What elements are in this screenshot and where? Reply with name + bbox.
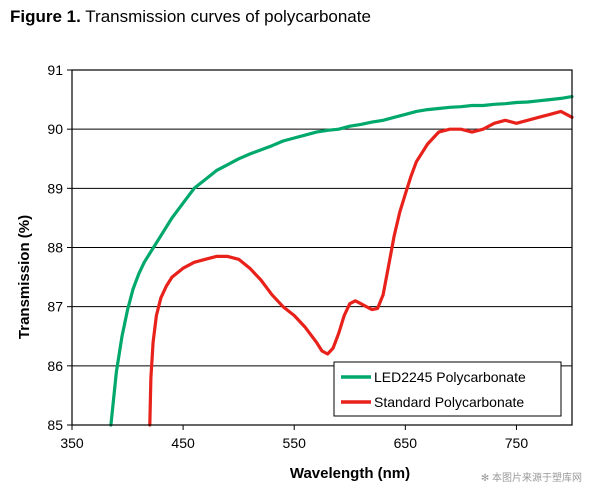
series-lines bbox=[109, 94, 574, 427]
legend-box bbox=[333, 361, 562, 417]
figure-label: Figure 1. bbox=[10, 7, 81, 26]
x-tick-label-450: 450 bbox=[171, 435, 195, 451]
x-tick-label-350: 350 bbox=[60, 435, 84, 451]
watermark-text: ✻ 本图片来源于塑库网 bbox=[480, 473, 582, 484]
y-tick-labels: 85 86 87 88 89 90 91 bbox=[47, 62, 72, 433]
legend-label-1: Standard Polycarbonate bbox=[374, 394, 524, 410]
y-tick-label-87: 87 bbox=[47, 299, 63, 315]
x-tick-label-650: 650 bbox=[394, 435, 418, 451]
x-tick-labels: 350 450 550 650 750 bbox=[60, 425, 528, 451]
y-tick-label-90: 90 bbox=[47, 121, 63, 137]
y-axis-label: Transmission (%) bbox=[16, 215, 33, 339]
y-tick-label-89: 89 bbox=[47, 180, 63, 196]
series-line-led2245 bbox=[109, 94, 574, 427]
figure-title-text: Transmission curves of polycarbonate bbox=[85, 7, 371, 26]
x-tick-label-750: 750 bbox=[505, 435, 529, 451]
y-tick-label-86: 86 bbox=[47, 358, 63, 374]
x-tick-label-550: 550 bbox=[283, 435, 307, 451]
x-axis-label: Wavelength (nm) bbox=[290, 465, 410, 482]
legend-label-0: LED2245 Polycarbonate bbox=[374, 369, 526, 385]
y-tick-label-91: 91 bbox=[47, 62, 63, 78]
plot-area-border bbox=[71, 69, 573, 426]
y-tick-label-85: 85 bbox=[47, 417, 63, 433]
y-tick-label-88: 88 bbox=[47, 240, 63, 256]
figure-title: Figure 1. Transmission curves of polycar… bbox=[10, 7, 371, 27]
legend: LED2245 Polycarbonate Standard Polycarbon… bbox=[333, 361, 562, 417]
series-line-standard bbox=[148, 109, 574, 427]
grid-lines bbox=[72, 128, 572, 367]
